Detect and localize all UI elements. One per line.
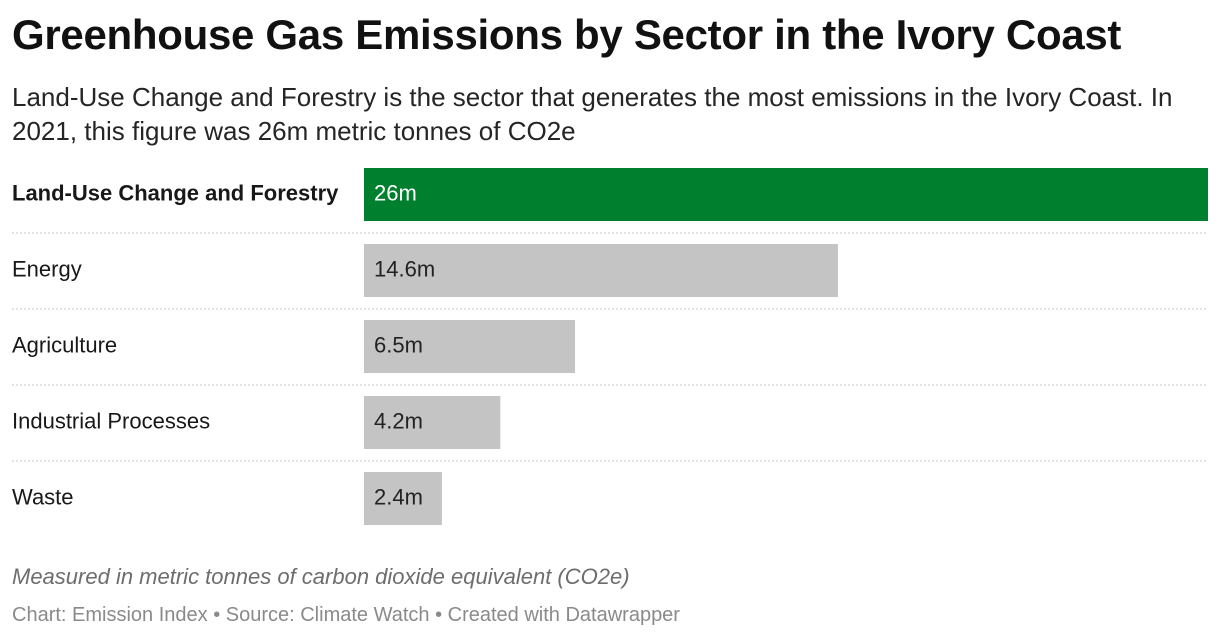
source-footer: Chart: Emission Index • Source: Climate … bbox=[12, 604, 680, 626]
category-label-agriculture: Agriculture bbox=[12, 332, 117, 357]
category-label-industrial-processes: Industrial Processes bbox=[12, 408, 210, 433]
value-label-land-use-change-and-forestry: 26m bbox=[374, 180, 417, 205]
bar-land-use-change-and-forestry bbox=[364, 168, 1208, 221]
bar-agriculture bbox=[364, 320, 575, 373]
value-label-energy: 14.6m bbox=[374, 256, 435, 281]
category-label-waste: Waste bbox=[12, 484, 74, 509]
value-label-waste: 2.4m bbox=[374, 484, 423, 509]
value-label-agriculture: 6.5m bbox=[374, 332, 423, 357]
category-label-energy: Energy bbox=[12, 256, 82, 281]
value-label-industrial-processes: 4.2m bbox=[374, 408, 423, 433]
bar-energy bbox=[364, 244, 838, 297]
bar-chart: Land-Use Change and Forestry 26m Energy 14.… bbox=[12, 168, 1208, 525]
chart-subtitle: Land-Use Change and Forestry is the sect… bbox=[12, 82, 1173, 146]
bar-industrial-processes bbox=[364, 396, 501, 449]
chart-title: Greenhouse Gas Emissions by Sector in th… bbox=[12, 11, 1122, 58]
category-label-land-use-change-and-forestry: Land-Use Change and Forestry bbox=[12, 180, 339, 205]
measurement-note: Measured in metric tonnes of carbon diox… bbox=[12, 564, 630, 589]
bar-waste bbox=[364, 472, 442, 525]
